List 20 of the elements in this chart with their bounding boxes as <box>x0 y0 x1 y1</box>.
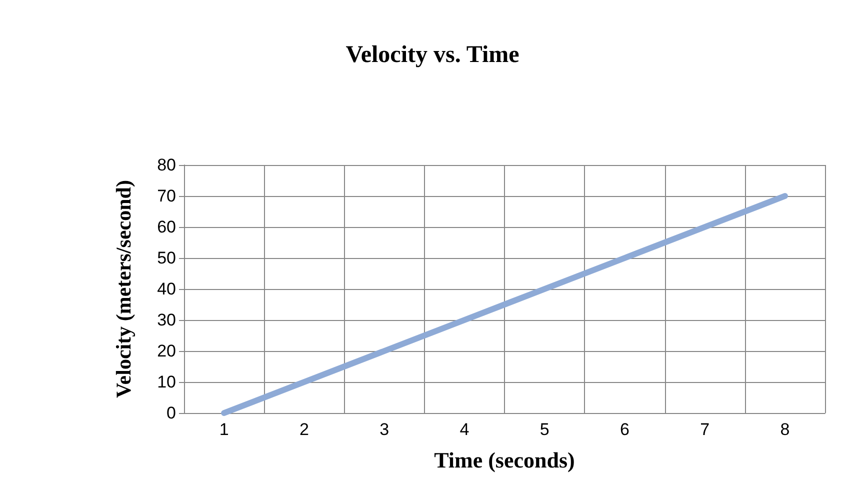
y-tick-label: 30 <box>157 310 176 330</box>
x-tick-label: 4 <box>460 420 470 439</box>
x-axis-title: Time (seconds) <box>434 448 575 472</box>
x-tick-label: 6 <box>620 420 630 439</box>
y-tick-label: 60 <box>157 218 176 236</box>
x-tick-label: 1 <box>219 420 229 439</box>
x-tick-label: 8 <box>780 420 790 439</box>
y-tick-label: 0 <box>166 404 176 422</box>
y-tick-label: 40 <box>157 280 176 298</box>
y-axis-title: Velocity (meters/second) <box>112 180 136 398</box>
y-tick-label: 10 <box>157 372 176 392</box>
y-tick-label: 20 <box>157 342 176 360</box>
x-tick-label: 5 <box>540 420 550 439</box>
chart-title: Velocity vs. Time <box>346 42 520 68</box>
x-tick-label: 2 <box>299 420 309 439</box>
x-tick-label: 7 <box>700 420 710 439</box>
y-tick-label: 50 <box>157 248 176 268</box>
y-tick-label: 80 <box>157 156 176 174</box>
x-tick-label: 3 <box>380 420 390 439</box>
y-tick-label: 70 <box>157 186 176 206</box>
